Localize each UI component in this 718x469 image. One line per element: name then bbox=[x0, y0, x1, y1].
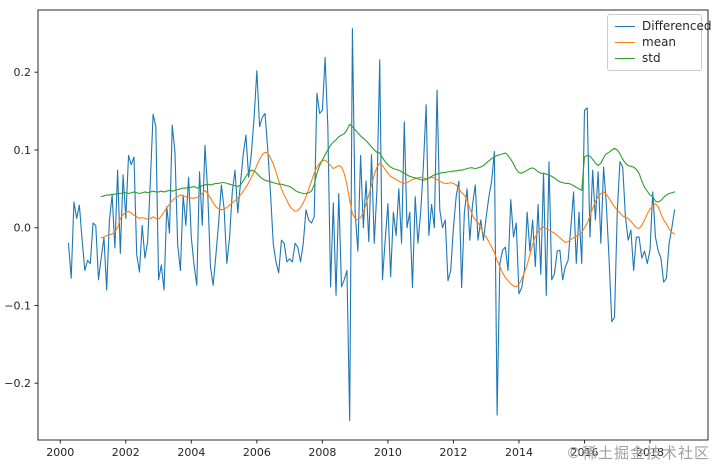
legend-entry-mean: mean bbox=[615, 36, 693, 49]
series-line-mean bbox=[100, 151, 676, 288]
legend-line-swatch-mean bbox=[615, 42, 635, 43]
x-tick-label: 2004 bbox=[177, 446, 205, 459]
watermark: ©稀土掘金技术社区 bbox=[566, 444, 711, 462]
legend-line-swatch-differenced bbox=[615, 26, 635, 27]
y-tick-label: 0.0 bbox=[14, 222, 32, 235]
x-tick-label: 2010 bbox=[374, 446, 402, 459]
x-tick-label: 2014 bbox=[505, 446, 533, 459]
x-tick-label: 2018 bbox=[636, 446, 664, 459]
x-tick-label: 2008 bbox=[308, 446, 336, 459]
x-tick-label: 2006 bbox=[243, 446, 271, 459]
y-tick-label: −0.2 bbox=[4, 377, 31, 390]
legend-entry-std: std bbox=[615, 52, 693, 65]
x-tick-label: 2012 bbox=[439, 446, 467, 459]
legend-line-swatch-std bbox=[615, 58, 635, 59]
series-line-std bbox=[100, 123, 676, 203]
legend-label-mean: mean bbox=[642, 35, 677, 49]
x-tick-label: 2016 bbox=[570, 446, 598, 459]
axes-spines bbox=[37, 9, 709, 441]
y-tick-label: −0.1 bbox=[4, 299, 31, 312]
legend-entry-differenced: Differenced bbox=[615, 20, 711, 33]
legend-label-differenced: Differenced bbox=[642, 19, 712, 33]
y-tick-label: 0.2 bbox=[14, 66, 32, 79]
x-tick-label: 2000 bbox=[46, 446, 74, 459]
legend: Differenced mean std bbox=[607, 14, 711, 71]
series-line-differenced bbox=[67, 28, 676, 422]
y-tick-label: 0.1 bbox=[14, 144, 32, 157]
x-tick-label: 2002 bbox=[112, 446, 140, 459]
legend-label-std: std bbox=[642, 51, 661, 65]
